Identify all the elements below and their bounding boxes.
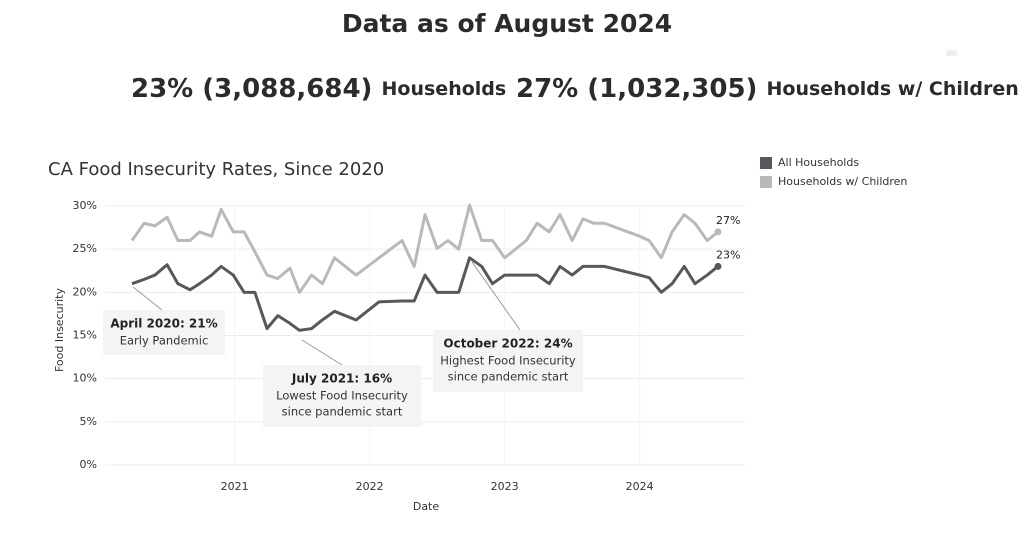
x-tick-label: 2021 — [221, 480, 249, 493]
end-point — [714, 228, 722, 236]
annotation-title: April 2020: 21% — [110, 317, 217, 331]
annotation-text: since pandemic start — [282, 405, 403, 419]
annotation-text: since pandemic start — [448, 370, 569, 384]
annotation-box — [103, 310, 225, 355]
kpi-value: 23% (3,088,684) — [131, 74, 372, 104]
annotation-leader — [132, 286, 163, 311]
legend-label: Households w/ Children — [778, 175, 907, 188]
y-axis-label: Food Insecurity — [53, 288, 66, 372]
kpi-label: Households — [382, 78, 507, 100]
y-tick-label: 5% — [80, 415, 97, 428]
y-tick-label: 15% — [73, 329, 97, 342]
kpi-value: 27% (1,032,305) — [516, 74, 757, 104]
annotation-text: Lowest Food Insecurity — [276, 389, 408, 403]
annotation-title: October 2022: 24% — [443, 337, 572, 351]
legend-swatch — [760, 176, 772, 188]
annotation-text: Early Pandemic — [120, 334, 209, 348]
line — [131, 256, 719, 332]
chart-title: CA Food Insecurity Rates, Since 2020 — [48, 159, 384, 180]
annotation-title: July 2021: 16% — [291, 372, 392, 386]
y-tick-label: 20% — [73, 285, 97, 298]
data-label: 27% — [716, 214, 740, 227]
kpi: 23% (3,088,684) Households — [131, 74, 506, 104]
legend-label: All Households — [778, 156, 859, 169]
y-tick-label: 10% — [73, 372, 97, 385]
page-title: Data as of August 2024 — [342, 9, 672, 38]
legend-swatch — [760, 157, 772, 169]
x-tick-label: 2023 — [491, 480, 519, 493]
annotation-leader — [471, 261, 521, 331]
x-axis-label: Date — [413, 500, 440, 513]
y-tick-label: 0% — [80, 458, 97, 471]
data-label: 23% — [716, 248, 740, 261]
annotation-box — [263, 365, 421, 427]
y-tick-label: 25% — [73, 242, 97, 255]
annotation-leader — [301, 339, 343, 366]
kpi: 27% (1,032,305) Households w/ Children — [516, 74, 1019, 104]
x-tick-label: 2022 — [356, 480, 384, 493]
x-tick-label: 2024 — [626, 480, 654, 493]
annotation-box — [433, 330, 583, 392]
decoration — [946, 50, 957, 56]
line — [130, 203, 719, 294]
end-point — [714, 262, 722, 270]
kpi-label: Households w/ Children — [767, 78, 1019, 100]
annotation-text: Highest Food Insecurity — [440, 354, 576, 368]
y-tick-label: 30% — [73, 199, 97, 212]
